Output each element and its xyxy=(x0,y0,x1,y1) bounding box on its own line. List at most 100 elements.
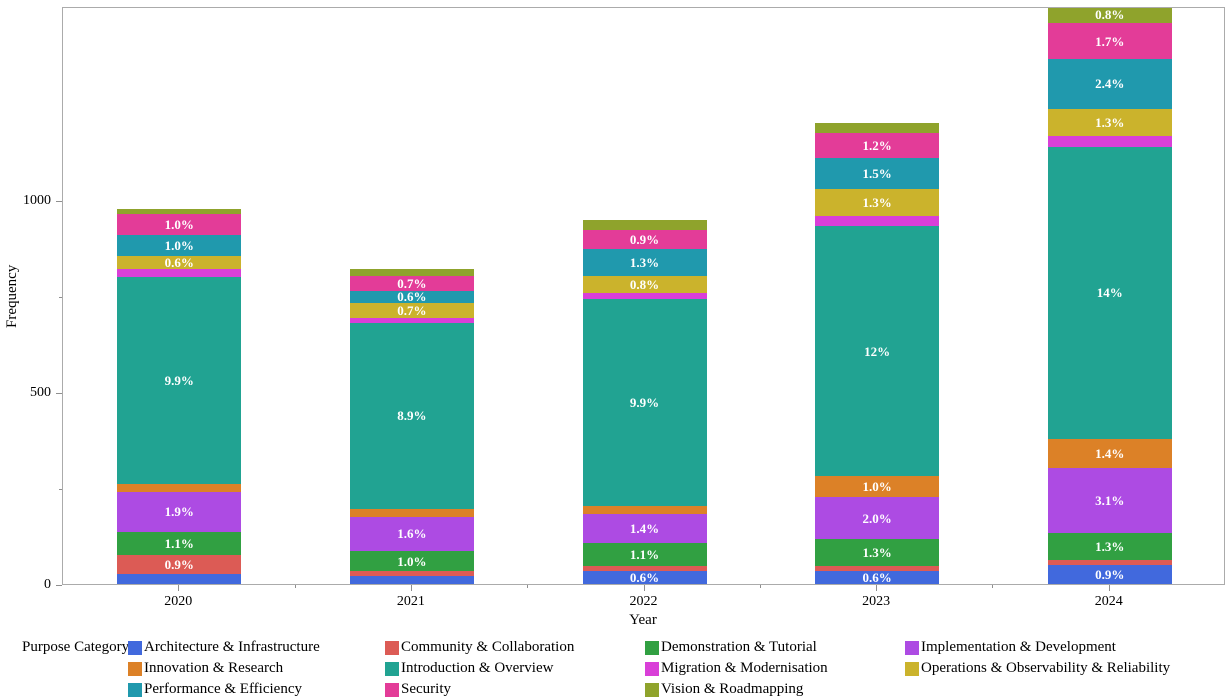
bar-segment: 1.3% xyxy=(815,539,940,567)
bar-segment: 3.1% xyxy=(1047,468,1172,533)
bar-segment: 1.4% xyxy=(582,514,707,544)
bar-segment xyxy=(1047,136,1172,147)
bar-segment xyxy=(815,566,940,572)
segment-percent-label: 1.3% xyxy=(1095,538,1125,554)
bar-segment: 1.0% xyxy=(117,235,242,257)
x-axis-minor-tick xyxy=(759,585,761,588)
segment-percent-label: 0.6% xyxy=(862,570,892,585)
bar-segment xyxy=(349,508,474,518)
segment-percent-label: 0.9% xyxy=(164,556,194,572)
legend-item-label: Community & Collaboration xyxy=(401,639,575,655)
bar-segment: 0.9% xyxy=(1047,565,1172,584)
bar-segment: 0.9% xyxy=(117,554,242,574)
bar-segment xyxy=(349,269,474,277)
bar-segment xyxy=(349,575,474,584)
legend-item-label: Operations & Observability & Reliability xyxy=(921,660,1171,676)
segment-percent-label: 14% xyxy=(1096,285,1123,301)
segment-percent-label: 3.1% xyxy=(1095,492,1125,508)
segment-percent-label: 0.9% xyxy=(629,231,660,247)
segment-percent-label: 1.3% xyxy=(862,195,892,211)
x-axis-tick-label: 2024 xyxy=(1094,594,1123,609)
bar-segment xyxy=(1047,560,1172,566)
segment-percent-label: 1.3% xyxy=(1095,115,1125,130)
legend-item-label: Introduction & Overview xyxy=(401,660,554,676)
bar-segment xyxy=(582,566,707,572)
segment-percent-label: 1.0% xyxy=(164,217,194,233)
bar-segment: 0.8% xyxy=(582,276,707,293)
segment-percent-label: 0.7% xyxy=(397,302,427,318)
x-axis-major-tick xyxy=(1108,585,1110,591)
segment-percent-label: 2.4% xyxy=(1095,76,1125,92)
bar-segment: 9.9% xyxy=(582,298,707,506)
legend-swatch xyxy=(128,640,142,655)
legend-title: Purpose Category xyxy=(22,639,130,655)
x-axis-minor-tick xyxy=(527,585,529,588)
bar-2022: 0.6% 1.1% 1.4% 9.9% 0.8% 1.3% 0.9% xyxy=(582,219,707,585)
legend: Architecture & Infrastructure Community &… xyxy=(128,637,1170,700)
y-axis-minor-tick xyxy=(59,296,62,298)
bar-segment: 1.4% xyxy=(1047,438,1172,469)
bar-segment: 0.8% xyxy=(1047,8,1172,24)
bar-2023: 0.6% 1.3% 2.0% 1.0% 12% 1.3% 1.5% 1.2% xyxy=(815,122,940,585)
bar-segment: 2.0% xyxy=(815,497,940,540)
bar-segment: 1.1% xyxy=(582,543,707,567)
x-axis-tick-label: 2023 xyxy=(862,594,891,609)
legend-swatch xyxy=(645,640,659,655)
legend-swatch xyxy=(385,640,399,655)
bar-segment xyxy=(117,268,242,278)
segment-percent-label: 0.6% xyxy=(397,289,427,305)
bar-segment xyxy=(117,483,242,493)
bar-segment xyxy=(582,219,707,231)
legend-item-operations-observability-reliability: Operations & Observability & Reliability xyxy=(905,658,1170,679)
bar-segment: 0.6% xyxy=(815,570,940,585)
segment-percent-label: 1.4% xyxy=(1095,446,1125,461)
bar-segment: 14% xyxy=(1047,146,1172,439)
bar-segment: 9.9% xyxy=(117,277,242,484)
bar-segment: 1.0% xyxy=(349,550,474,572)
y-axis-tick-label: 1000 xyxy=(23,192,51,208)
bar-segment xyxy=(349,317,474,323)
segment-percent-label: 1.6% xyxy=(397,526,427,542)
segment-percent-label: 0.8% xyxy=(629,276,660,292)
legend-item-demonstration-tutorial: Demonstration & Tutorial xyxy=(645,637,905,658)
segment-percent-label: 1.0% xyxy=(164,238,194,254)
bar-2021: 1.0% 1.6% 8.9% 0.7% 0.6% 0.7% xyxy=(349,269,474,584)
segment-percent-label: 0.9% xyxy=(1095,567,1125,583)
legend-item-label: Architecture & Infrastructure xyxy=(144,639,320,655)
bar-segment: 1.0% xyxy=(815,476,940,498)
legend-swatch xyxy=(385,661,399,676)
x-axis-title: Year xyxy=(629,612,657,628)
bar-segment xyxy=(815,122,940,133)
segment-percent-label: 1.5% xyxy=(862,166,892,182)
segment-percent-label: 0.6% xyxy=(629,570,660,585)
segment-percent-label: 1.3% xyxy=(629,254,660,270)
bar-segment: 2.4% xyxy=(1047,58,1172,109)
y-axis-tick-label: 0 xyxy=(44,577,51,592)
bar-segment xyxy=(117,573,242,584)
bar-segment: 1.3% xyxy=(815,189,940,217)
segment-percent-label: 8.9% xyxy=(397,408,427,424)
segment-percent-label: 1.0% xyxy=(862,479,892,495)
segment-percent-label: 0.6% xyxy=(164,254,194,270)
bar-segment: 1.3% xyxy=(582,248,707,277)
y-axis-major-tick xyxy=(56,585,62,586)
bar-segment: 1.9% xyxy=(117,492,242,532)
segment-percent-label: 9.9% xyxy=(629,394,660,410)
segment-percent-label: 1.7% xyxy=(1095,33,1125,49)
segment-percent-label: 9.9% xyxy=(164,372,194,388)
bar-segment xyxy=(582,292,707,299)
bar-segment: 1.0% xyxy=(117,214,242,236)
bar-segment: 1.3% xyxy=(1047,108,1172,137)
x-axis-tick-label: 2022 xyxy=(629,594,658,609)
x-axis-tick-label: 2020 xyxy=(164,594,193,609)
segment-percent-label: 1.1% xyxy=(629,547,660,563)
y-axis-title: Frequency xyxy=(4,264,20,328)
segment-percent-label: 1.0% xyxy=(397,553,427,569)
legend-item-community-collaboration: Community & Collaboration xyxy=(385,637,645,658)
legend-item-performance-efficiency: Performance & Efficiency xyxy=(128,679,385,700)
y-axis-tick-label: 500 xyxy=(30,384,51,400)
y-axis-minor-tick xyxy=(59,488,62,490)
legend-item-label: Implementation & Development xyxy=(921,639,1116,655)
segment-percent-label: 1.3% xyxy=(862,545,892,561)
